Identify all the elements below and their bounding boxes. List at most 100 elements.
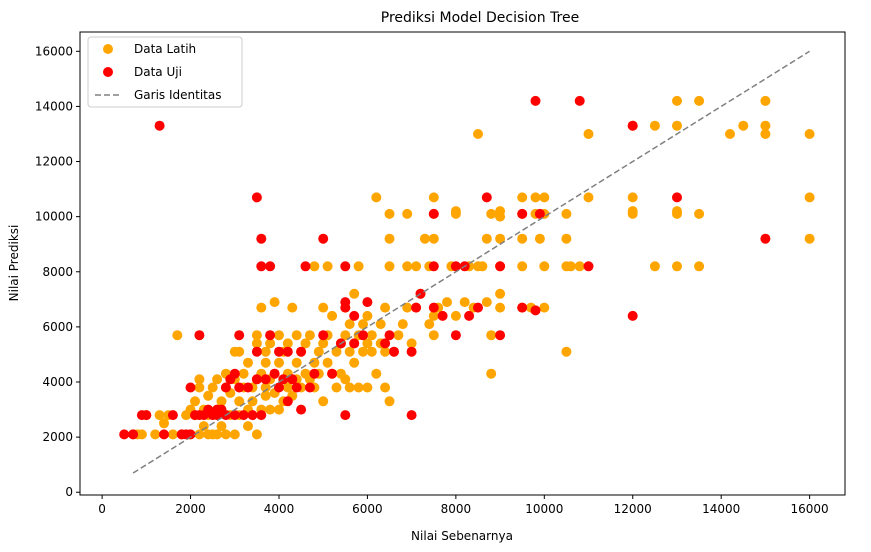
- point-data-uji-58: [340, 297, 351, 308]
- point-data-latih-83: [300, 338, 311, 349]
- point-data-uji-89: [583, 261, 594, 272]
- point-data-latih-117: [362, 382, 373, 393]
- point-data-latih-111: [349, 288, 360, 299]
- point-data-uji-35: [256, 261, 267, 272]
- point-data-uji-80: [481, 192, 492, 203]
- point-data-latih-206: [694, 261, 705, 272]
- point-data-uji-25: [234, 382, 245, 393]
- point-data-uji-64: [380, 338, 391, 349]
- x-tick-label-8: 16000: [791, 502, 829, 516]
- point-data-uji-85: [530, 305, 541, 316]
- point-data-latih-99: [331, 382, 342, 393]
- point-data-latih-216: [804, 129, 815, 139]
- point-data-latih-146: [428, 330, 439, 341]
- point-data-latih-186: [539, 192, 550, 203]
- point-data-latih-207: [694, 208, 705, 219]
- point-data-latih-152: [442, 297, 452, 308]
- point-data-uji-60: [349, 338, 360, 349]
- point-data-uji-40: [274, 382, 284, 393]
- x-tick-label-3: 6000: [352, 502, 383, 516]
- point-data-latih-215: [804, 192, 815, 203]
- point-data-latih-141: [411, 261, 422, 272]
- series-data-uji: [119, 95, 771, 440]
- point-data-uji-62: [358, 330, 368, 341]
- point-data-latih-205: [672, 95, 682, 106]
- point-data-latih-209: [725, 129, 735, 139]
- point-data-uji-67: [406, 410, 417, 421]
- point-data-uji-36: [260, 374, 271, 385]
- point-data-latih-72: [282, 382, 293, 393]
- point-data-latih-30: [216, 396, 227, 407]
- point-data-latih-189: [561, 233, 572, 244]
- point-data-uji-48: [296, 346, 307, 357]
- point-data-latih-57: [260, 382, 271, 393]
- x-tick-label-7: 14000: [702, 502, 740, 516]
- y-axis-label: Nilai Prediksi: [7, 225, 21, 302]
- point-data-latih-112: [353, 382, 364, 393]
- point-data-latih-211: [760, 129, 771, 139]
- point-data-uji-68: [406, 346, 417, 357]
- point-data-latih-193: [583, 192, 594, 203]
- point-data-latih-74: [282, 338, 293, 349]
- point-data-latih-164: [481, 233, 492, 244]
- y-tick-label-5: 10000: [35, 210, 73, 224]
- chart-title: Prediksi Model Decision Tree: [381, 10, 579, 26]
- point-data-uji-6: [167, 410, 178, 421]
- point-data-latih-116: [358, 319, 368, 330]
- point-data-uji-24: [229, 368, 240, 379]
- point-data-latih-162: [477, 261, 488, 272]
- legend: Data Latih Data Uji Garis Identitas: [87, 36, 243, 108]
- point-data-uji-86: [530, 95, 541, 106]
- plot-frame: [79, 31, 846, 496]
- x-tick-label-1: 2000: [175, 502, 206, 516]
- y-tick-label-1: 2000: [42, 430, 73, 444]
- point-data-latih-60: [265, 404, 276, 415]
- point-data-latih-9: [172, 330, 183, 341]
- point-data-latih-181: [530, 192, 541, 203]
- point-data-latih-29: [216, 421, 227, 432]
- point-data-uji-26: [234, 330, 245, 341]
- point-data-latih-118: [362, 338, 373, 349]
- point-data-latih-68: [274, 330, 284, 341]
- point-data-latih-125: [375, 319, 386, 330]
- point-data-latih-128: [380, 302, 391, 313]
- point-data-latih-25: [207, 382, 218, 393]
- point-data-latih-107: [344, 346, 355, 357]
- point-data-latih-213: [760, 95, 771, 106]
- series-data-latih: [128, 95, 815, 440]
- point-data-latih-49: [251, 429, 262, 440]
- point-data-latih-214: [804, 233, 815, 244]
- point-data-latih-196: [627, 206, 638, 217]
- legend-label-data-uji: Data Uji: [134, 65, 182, 79]
- point-data-latih-28: [212, 374, 223, 385]
- point-data-latih-165: [486, 368, 497, 379]
- point-data-latih-137: [402, 261, 413, 272]
- point-data-latih-120: [366, 346, 377, 357]
- point-data-latih-52: [251, 330, 262, 341]
- point-data-latih-200: [649, 120, 660, 131]
- point-data-latih-44: [243, 421, 253, 432]
- point-data-latih-76: [287, 302, 298, 313]
- point-data-uji-13: [194, 330, 205, 341]
- point-data-latih-138: [402, 208, 413, 219]
- point-data-uji-82: [495, 261, 506, 272]
- point-data-latih-96: [322, 261, 333, 272]
- point-data-latih-46: [243, 357, 253, 368]
- point-data-latih-191: [565, 261, 576, 272]
- point-data-uji-21: [220, 382, 231, 393]
- point-data-latih-58: [260, 357, 271, 368]
- x-tick-label-4: 8000: [441, 502, 472, 516]
- point-data-latih-93: [318, 302, 329, 313]
- point-data-latih-67: [274, 357, 284, 368]
- point-data-latih-130: [384, 261, 395, 272]
- point-data-uji-87: [534, 208, 545, 219]
- point-data-latih-43: [238, 368, 249, 379]
- point-data-latih-208: [694, 95, 705, 106]
- point-data-latih-156: [450, 206, 461, 217]
- point-data-uji-81: [495, 330, 506, 341]
- point-data-latih-78: [291, 357, 302, 368]
- point-data-latih-210: [738, 120, 749, 131]
- point-data-uji-84: [517, 208, 528, 219]
- point-data-latih-127: [380, 346, 391, 357]
- point-data-latih-121: [366, 330, 377, 341]
